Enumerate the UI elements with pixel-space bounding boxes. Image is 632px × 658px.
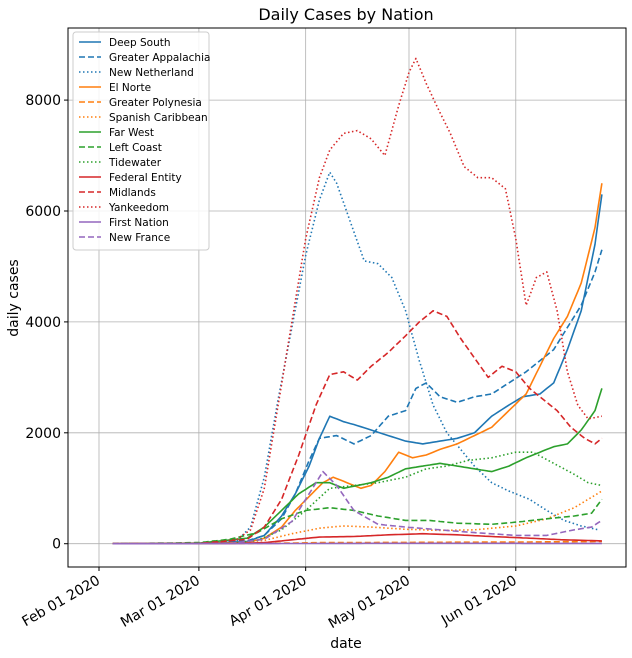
legend-label: Tidewater — [108, 157, 162, 169]
legend-label: Spanish Caribbean — [109, 112, 208, 124]
legend-label: New Netherland — [109, 67, 194, 79]
x-tick-label: Mar 01 2020 — [118, 573, 203, 631]
x-tick-label: May 01 2020 — [326, 573, 413, 633]
legend-label: El Norte — [109, 82, 151, 94]
y-axis-ticks: 0 2000 4000 6000 8000 — [25, 93, 68, 553]
y-axis-label: daily cases — [6, 259, 22, 336]
x-axis-label: date — [330, 636, 362, 652]
legend-label: Deep South — [109, 37, 171, 49]
y-tick-label: 2000 — [25, 426, 61, 442]
y-tick-label: 8000 — [25, 93, 61, 109]
legend-label: First Nation — [109, 217, 169, 229]
series-line — [112, 451, 603, 545]
legend-label: Greater Appalachia — [109, 52, 210, 64]
x-tick-label: Feb 01 2020 — [20, 573, 103, 630]
legend-label: Far West — [109, 127, 154, 139]
series-lines — [112, 57, 603, 545]
x-tick-label: Jun 01 2020 — [438, 573, 520, 629]
legend-box — [72, 31, 210, 251]
series-line — [112, 470, 603, 545]
x-tick-label: Apr 01 2020 — [227, 573, 310, 630]
legend-label: Yankeedom — [108, 202, 169, 214]
chart-title: Daily Cases by Nation — [258, 5, 433, 24]
legend-label: New France — [109, 232, 170, 244]
plot-frame — [67, 27, 627, 568]
legend-label: Midlands — [109, 187, 156, 199]
legend: Deep South Greater Appalachia New Netherla… — [72, 31, 210, 251]
legend-label: Greater Polynesia — [109, 97, 202, 109]
series-line — [112, 310, 603, 545]
y-tick-label: 0 — [52, 537, 61, 553]
y-tick-label: 6000 — [25, 204, 61, 220]
x-axis-ticks: Feb 01 2020 Mar 01 2020 Apr 01 2020 May 01 … — [20, 567, 520, 632]
series-line — [112, 249, 603, 545]
y-tick-label: 4000 — [25, 315, 61, 331]
legend-label: Federal Entity — [109, 172, 182, 184]
legend-label: Left Coast — [109, 142, 162, 154]
